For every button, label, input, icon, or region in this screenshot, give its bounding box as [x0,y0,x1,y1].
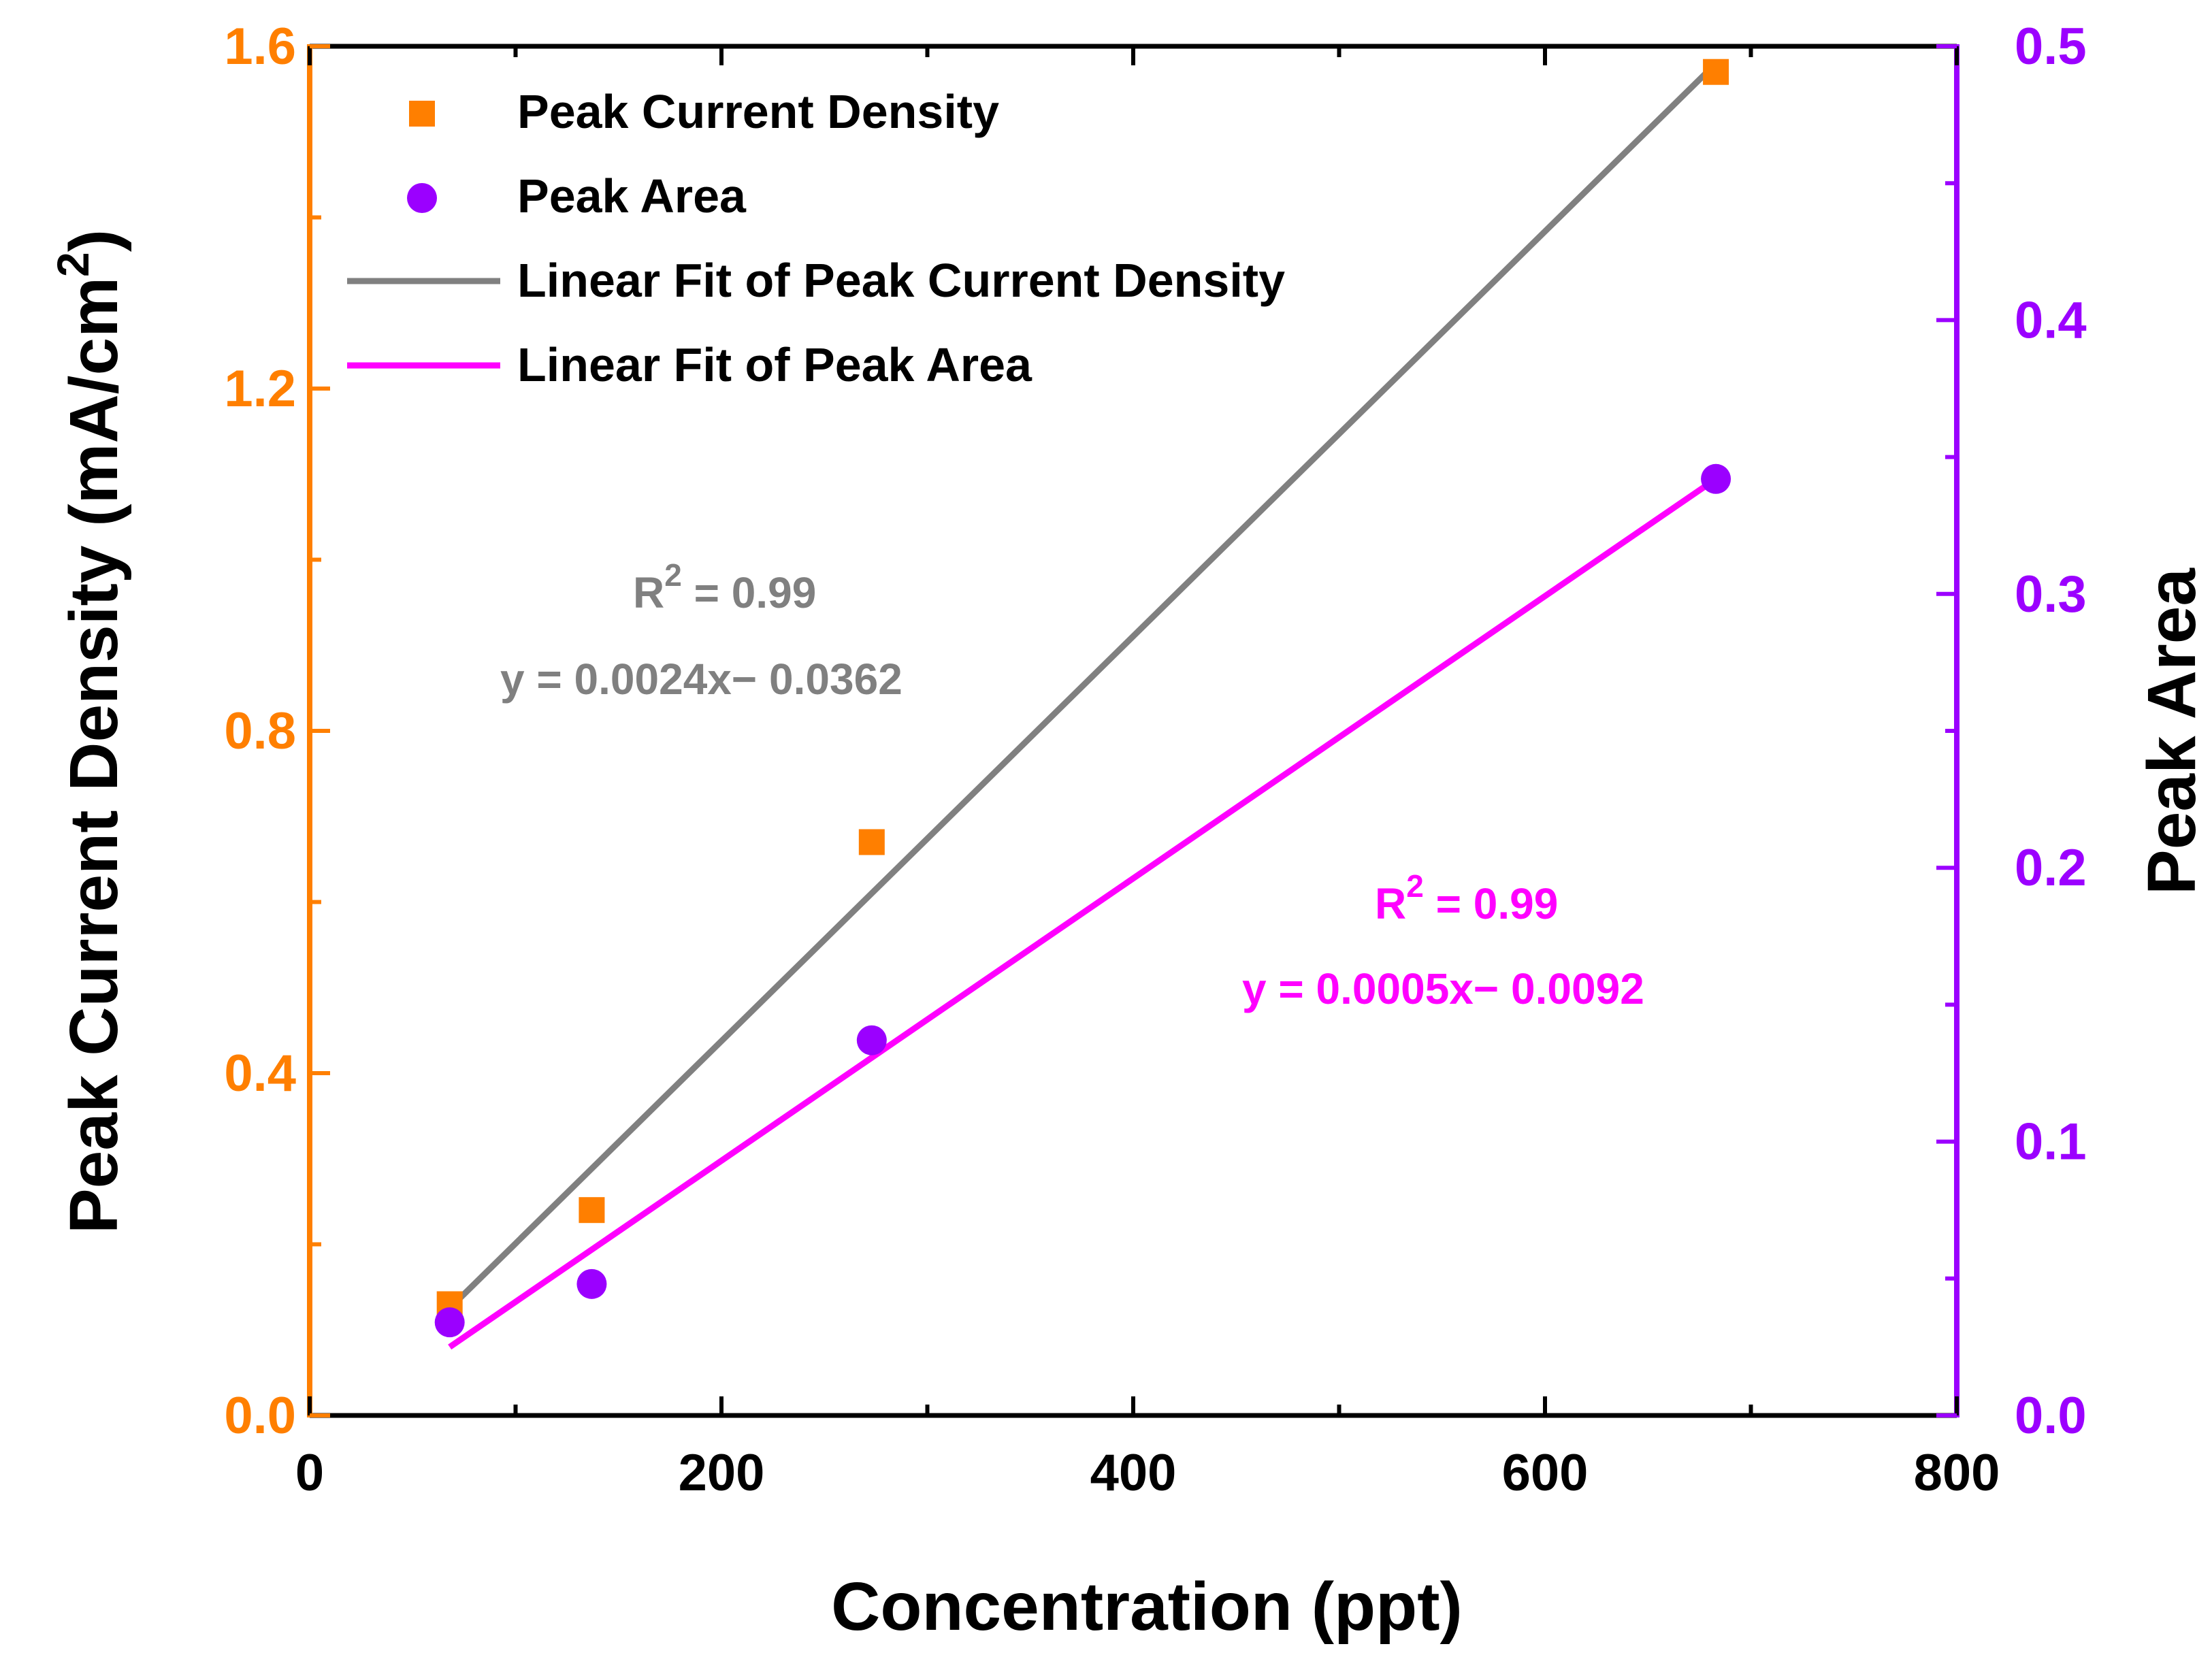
x-tick-label: 400 [1090,1444,1177,1502]
legend-label-peak-current-density: Peak Current Density [517,85,999,138]
point-peak-area [856,1025,887,1055]
right-y-tick-label: 0.4 [2015,291,2087,349]
point-peak-area [576,1268,607,1299]
point-peak-area [1701,463,1731,494]
left-axis-title: Peak Current Density (mA/cm2) [48,229,132,1234]
legend-label-fit-peak-area: Linear Fit of Peak Area [517,338,1032,391]
fit-line-peak-area [448,476,1718,1350]
x-tick-label: 200 [679,1444,765,1502]
fit-line-peak-current-density [451,61,1719,1307]
point-peak-area [434,1307,465,1338]
legend-label-peak-area: Peak Area [517,169,747,223]
x-tick-label: 800 [1914,1444,2000,1502]
fit1-equation-label: y = 0.0024x− 0.0362 [500,655,902,704]
left-y-tick-label: 1.2 [224,360,296,418]
right-axis-title: Peak Area [2134,568,2210,895]
x-axis-title: Concentration (ppt) [831,1569,1463,1645]
fit1-r2-label: R2 = 0.99 [633,557,816,617]
x-tick-label: 600 [1502,1444,1589,1502]
right-y-tick-label: 0.0 [2015,1387,2087,1445]
legend-label-fit-current-density: Linear Fit of Peak Current Density [517,254,1285,307]
point-peak-current-density [858,829,885,855]
right-y-tick-label: 0.1 [2015,1113,2087,1171]
fit2-equation-label: y = 0.0005x− 0.0092 [1242,964,1644,1013]
point-peak-current-density [1703,59,1729,85]
left-y-tick-label: 0.0 [224,1387,296,1445]
x-tick-label: 0 [295,1444,324,1502]
right-y-tick-label: 0.3 [2015,565,2087,623]
legend-symbol-peak-current-density [409,101,435,127]
point-peak-current-density [579,1197,605,1224]
right-y-tick-label: 0.2 [2015,839,2087,897]
left-y-tick-label: 1.6 [224,18,296,76]
legend-symbol-peak-area [407,183,437,213]
left-y-tick-label: 0.8 [224,702,296,760]
right-y-tick-label: 0.5 [2015,18,2087,76]
left-y-tick-label: 0.4 [224,1045,296,1102]
fit2-r2-label: R2 = 0.99 [1375,868,1558,928]
